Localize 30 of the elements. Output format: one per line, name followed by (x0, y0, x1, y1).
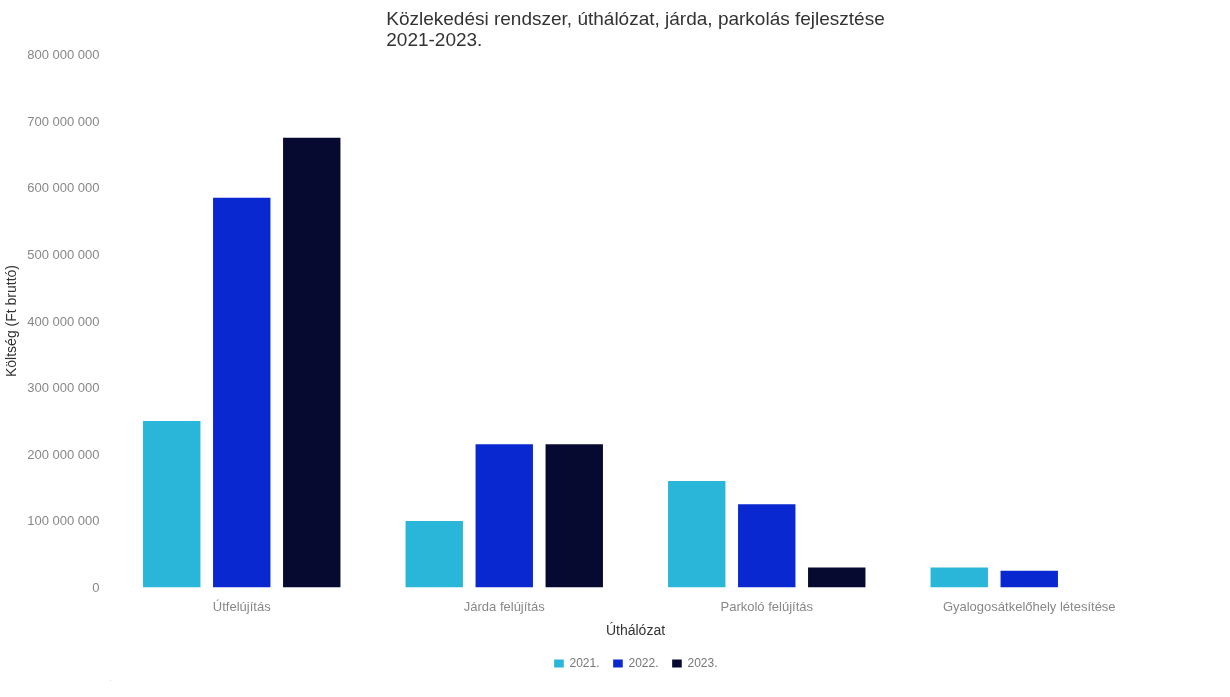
x-tick-label: Parkoló felújítás (720, 598, 814, 614)
y-tick-label: 700 000 000 (27, 113, 100, 129)
chart-title: Közlekedési rendszer, úthálózat, járda, parkolás fejlesztése 2021-2023. (386, 7, 885, 50)
bar (143, 420, 201, 588)
x-axis-title: Úthálózat (605, 621, 666, 638)
y-tick-label: 100 000 000 (27, 513, 100, 529)
bar (930, 567, 988, 588)
bar (283, 137, 341, 588)
bar (1000, 570, 1058, 588)
x-tick-label: Gyalogosátkelőhely létesítése (942, 598, 1116, 614)
bar (475, 444, 533, 588)
x-tick-label: Útfelújítás (212, 598, 272, 614)
bar (668, 480, 726, 588)
y-tick-label: 800 000 000 (27, 47, 100, 62)
bar (213, 197, 271, 588)
legend-label: 2022. (628, 655, 659, 670)
y-tick-label: 300 000 000 (27, 380, 100, 396)
y-tick-label: 500 000 000 (27, 246, 100, 262)
y-tick-label: 400 000 000 (27, 313, 100, 329)
legend-label: 2023. (687, 655, 718, 670)
bar (808, 567, 866, 588)
y-tick-label: 200 000 000 (27, 446, 100, 462)
x-tick-label: Járda felújítás (463, 598, 546, 614)
bar (738, 504, 796, 588)
y-tick-label: 0 (92, 580, 100, 595)
bar (545, 444, 603, 588)
y-axis-title: Költség (Ft bruttó) (3, 264, 20, 378)
legend-label: 2021. (569, 655, 600, 670)
bar (405, 520, 463, 588)
y-tick-label: 600 000 000 (27, 180, 100, 196)
